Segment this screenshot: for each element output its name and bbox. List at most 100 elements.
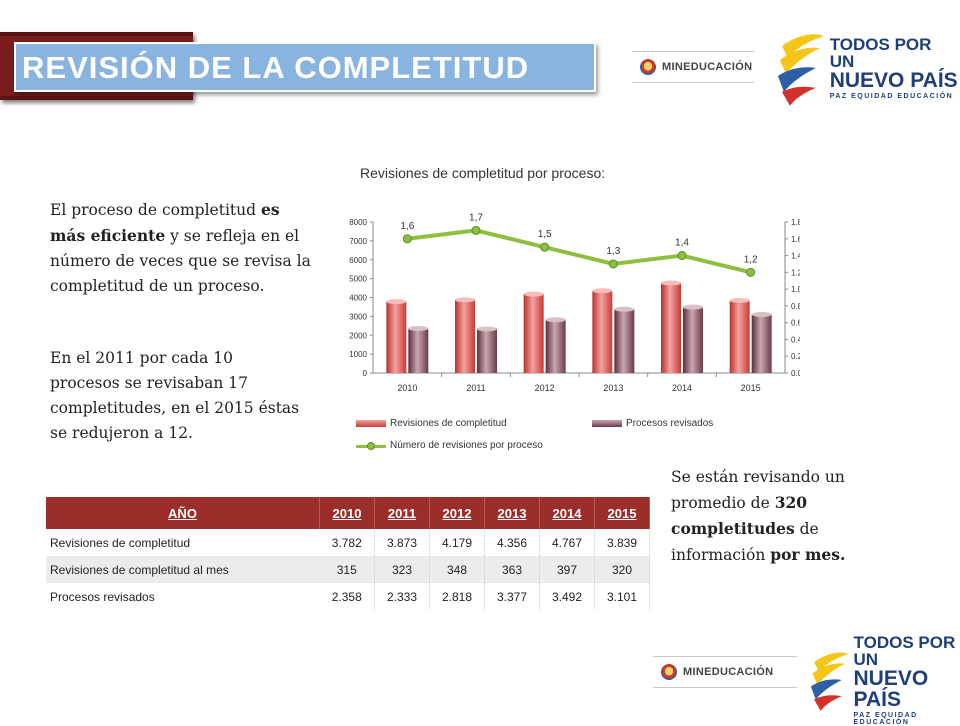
tpun-line1: TODOS POR UN <box>853 633 956 669</box>
y-tick-label-left: 7000 <box>349 237 367 246</box>
table-cell: 2.333 <box>374 583 430 610</box>
data-table: AÑO 2010 2011 2012 2013 2014 2015 Revisi… <box>46 497 650 610</box>
mineducacion-logo: MINEDUCACIÓN <box>632 51 754 83</box>
bar-procesos <box>545 319 566 373</box>
table-cell: 3.839 <box>594 529 650 556</box>
bar-top-procesos <box>683 304 703 310</box>
todos-por-un-nuevo-pais-logo: TODOS POR UN NUEVO PAÍS PAZ EQUIDAD EDUC… <box>772 28 960 108</box>
table-row: Revisiones de completitud 3.782 3.873 4.… <box>46 529 650 556</box>
table-header-cell: 2015 <box>594 497 650 529</box>
table-cell: 320 <box>594 556 650 583</box>
table-header-cell: 2012 <box>429 497 485 529</box>
y-tick-label-right: 1.8 <box>791 218 800 227</box>
tpun-line1: TODOS POR UN <box>829 35 932 71</box>
bar-revisiones <box>386 301 407 373</box>
table-cell: 3.782 <box>319 529 375 556</box>
bar-revisiones <box>523 294 544 373</box>
bar-procesos <box>614 309 635 373</box>
table-cell: 2.358 <box>319 583 375 610</box>
table-cell: 3.492 <box>539 583 595 610</box>
efficiency-paragraph: El proceso de completitud es más eficien… <box>50 200 311 295</box>
row-label: Revisiones de completitud <box>50 535 191 550</box>
monthly-average-paragraph: Se están revisando un promedio de 320 co… <box>671 468 846 564</box>
bar-top-revisiones <box>386 299 407 305</box>
legend-item-revisiones: Revisiones de completitud <box>356 418 507 429</box>
bar-top-procesos <box>614 306 635 312</box>
comparison-paragraph: En el 2011 por cada 10 procesos se revis… <box>50 349 300 442</box>
data-label: 1,3 <box>606 246 620 257</box>
table-header-cell: 2013 <box>484 497 540 529</box>
bar-revisiones <box>455 299 475 373</box>
bar-top-procesos <box>751 311 772 317</box>
bar-revisiones <box>592 290 613 373</box>
legend-item-numero: Número de revisiones por proceso <box>356 440 543 451</box>
chart-title: Revisiones de completitud por proceso: <box>360 165 606 181</box>
table-header-cell: 2010 <box>319 497 375 529</box>
bar-procesos <box>683 307 703 373</box>
y-tick-label-right: 0.0 <box>791 369 800 378</box>
data-label: 1,6 <box>400 221 414 232</box>
bar-top-revisiones <box>661 280 681 286</box>
table-cell: 348 <box>429 556 485 583</box>
table-cell: 323 <box>374 556 430 583</box>
legend-swatch <box>356 420 386 427</box>
table-row: Revisiones de completitud al mes 315 323… <box>46 556 650 583</box>
bar-top-procesos <box>408 325 429 331</box>
table-row: Procesos revisados 2.358 2.333 2.818 3.3… <box>46 583 650 610</box>
x-tick-label: 2010 <box>397 383 417 393</box>
data-label: 1,5 <box>538 229 552 240</box>
y-tick-label-right: 1.0 <box>791 285 800 294</box>
todos-por-un-nuevo-pais-logo-footer: TODOS POR UN NUEVO PAÍS PAZ EQUIDAD EDUC… <box>806 634 960 726</box>
y-tick-label-left: 3000 <box>349 312 367 321</box>
data-label: 1,2 <box>744 254 758 265</box>
tpun-line3: PAZ EQUIDAD EDUCACIÓN <box>829 93 954 100</box>
bar-top-revisiones <box>523 291 544 297</box>
bar-top-revisiones <box>455 297 475 303</box>
bar-revisiones <box>661 283 681 373</box>
colombia-seal-icon <box>661 664 677 680</box>
table-header-row: AÑO 2010 2011 2012 2013 2014 2015 <box>46 497 650 529</box>
table-cell: 3.377 <box>484 583 540 610</box>
bar-top-procesos <box>545 317 566 323</box>
line-point <box>608 259 618 269</box>
y-tick-label-right: 0.6 <box>791 319 800 328</box>
row-label: Revisiones de completitud al mes <box>46 556 320 583</box>
y-tick-label-left: 0 <box>363 369 368 378</box>
line-point <box>677 251 687 261</box>
y-tick-label-left: 8000 <box>349 218 367 227</box>
x-tick-label: 2011 <box>466 383 485 393</box>
mineducacion-label: MINEDUCACIÓN <box>683 666 774 678</box>
data-label: 1,4 <box>675 238 689 249</box>
y-tick-label-right: 0.4 <box>791 335 800 344</box>
table-cell: 3.873 <box>374 529 430 556</box>
table-header-cell: AÑO <box>46 497 320 529</box>
x-tick-label: 2014 <box>672 383 692 393</box>
table-cell: 397 <box>539 556 595 583</box>
legend-swatch <box>592 420 622 427</box>
table-cell: 4.356 <box>484 529 540 556</box>
y-tick-label-left: 2000 <box>349 331 367 340</box>
legend-item-procesos: Procesos revisados <box>592 418 713 429</box>
line-point <box>540 242 550 252</box>
row-label: Procesos revisados <box>50 589 155 604</box>
table-header-cell: 2011 <box>374 497 430 529</box>
table-cell: 4.767 <box>539 529 595 556</box>
mineducacion-label: MINEDUCACIÓN <box>662 61 753 73</box>
bar-top-revisiones <box>592 288 613 294</box>
line-point <box>471 225 481 235</box>
bar-procesos <box>477 328 497 373</box>
y-tick-label-right: 1.4 <box>791 252 800 261</box>
table-cell: 4.179 <box>429 529 485 556</box>
combo-chart: 0 1000 2000 3000 4000 5000 6000 7000 8000 0.0 0.2 0… <box>349 212 800 393</box>
y-tick-label-right: 1.2 <box>791 268 800 277</box>
bar-top-revisiones <box>729 298 750 304</box>
table-header-cell: 2014 <box>539 497 595 529</box>
table-cell: 3.101 <box>594 583 650 610</box>
tpun-line3: PAZ EQUIDAD EDUCACIÓN <box>853 712 918 726</box>
colombia-seal-icon <box>640 59 656 75</box>
x-tick-label: 2013 <box>603 383 623 393</box>
bar-top-procesos <box>477 326 497 332</box>
tpun-line2: NUEVO PAÍS <box>829 69 958 92</box>
title-banner <box>14 42 596 92</box>
mineducacion-logo-footer: MINEDUCACIÓN <box>653 656 797 688</box>
